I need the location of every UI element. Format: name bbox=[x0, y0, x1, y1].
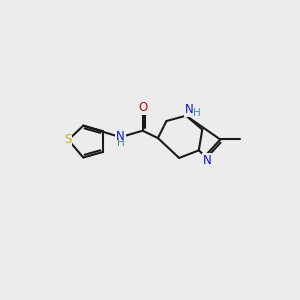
Text: N: N bbox=[116, 130, 124, 143]
Text: S: S bbox=[64, 134, 71, 146]
Text: H: H bbox=[117, 138, 124, 148]
Text: N: N bbox=[185, 103, 194, 116]
Text: N: N bbox=[202, 154, 211, 166]
Text: O: O bbox=[138, 101, 147, 114]
Text: H: H bbox=[193, 108, 201, 118]
